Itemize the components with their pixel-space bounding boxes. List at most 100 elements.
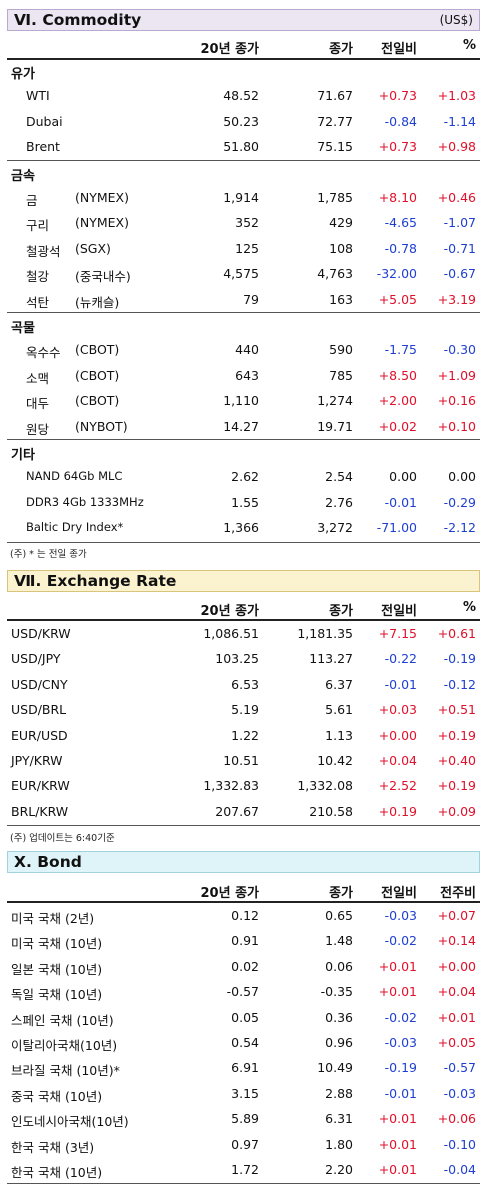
table-row: USD/KRW 1,086.51 1,181.35 +7.15 +0.61: [7, 621, 480, 646]
row-label: USD/BRL: [11, 702, 67, 718]
value-percent: +0.51: [437, 702, 476, 718]
column-header-3: 전일비: [381, 42, 417, 57]
table-row: NAND 64Gb MLC 2.62 2.54 0.00 0.00: [7, 464, 480, 489]
column-header: 20년 종가 종가 전일비%: [7, 595, 480, 621]
value-close: 113.27: [309, 651, 353, 667]
value-change: +0.04: [378, 753, 417, 768]
value-percent: +0.14: [437, 933, 476, 949]
value-change: +0.19: [378, 803, 417, 819]
table-row: 일본 국채 (10년) 0.02 0.06 +0.01 +0.00: [7, 954, 480, 979]
table-row: USD/BRL 5.19 5.61 +0.03 +0.51: [7, 697, 480, 722]
row-label: 대두: [26, 396, 50, 411]
row-label: BRL/KRW: [11, 803, 69, 819]
table-row: 금 (NYMEX) 1,914 1,785 +8.10 +0.46: [7, 185, 480, 210]
divider: [7, 159, 480, 161]
value-20y-close: 51.80: [223, 139, 259, 154]
row-label: 한국 국채 (10년): [11, 1165, 103, 1180]
value-percent: -2.12: [443, 520, 476, 535]
value-20y-close: 1,366: [223, 520, 259, 535]
value-percent: +0.61: [437, 626, 476, 641]
value-20y-close: 50.23: [223, 113, 259, 129]
value-percent: +0.00: [437, 958, 476, 974]
row-label: 철강: [26, 269, 50, 284]
value-change: -0.19: [384, 1060, 417, 1076]
value-percent: +0.40: [437, 753, 476, 768]
table-row: EUR/USD 1.22 1.13 +0.00 +0.19: [7, 723, 480, 748]
value-20y-close: 6.53: [231, 676, 259, 692]
value-close: 6.37: [325, 676, 353, 692]
value-percent: -0.04: [443, 1162, 476, 1177]
value-close: 2.20: [325, 1162, 353, 1177]
value-percent: -0.71: [443, 240, 476, 256]
value-20y-close: 643: [235, 367, 259, 383]
value-20y-close: 10.51: [223, 753, 259, 768]
value-percent: -0.10: [443, 1136, 476, 1152]
value-close: 1.80: [325, 1136, 353, 1152]
divider: [7, 541, 480, 543]
row-sublabel: (NYBOT): [75, 418, 128, 434]
value-20y-close: 1,110: [223, 393, 259, 408]
value-change: +8.10: [378, 189, 417, 205]
value-20y-close: 0.02: [231, 958, 259, 974]
value-close: 10.49: [317, 1060, 353, 1076]
value-percent: +1.09: [437, 367, 476, 383]
row-label: 스페인 국채 (10년): [11, 1012, 114, 1028]
row-label: 석탄: [26, 294, 50, 310]
table-row: 옥수수 (CBOT) 440 590 -1.75 -0.30: [7, 337, 480, 362]
value-20y-close: 440: [235, 342, 259, 357]
row-label: Brent: [26, 139, 60, 154]
value-change: +7.15: [378, 626, 417, 641]
value-20y-close: 1.72: [231, 1162, 259, 1177]
value-close: 0.36: [325, 1009, 353, 1025]
value-percent: +0.06: [437, 1111, 476, 1127]
value-percent: +0.19: [437, 778, 476, 794]
value-percent: -0.03: [443, 1085, 476, 1101]
divider: [7, 825, 480, 827]
row-label: 미국 국채 (10년): [11, 936, 103, 952]
table-row: 구리 (NYMEX) 352 429 -4.65 -1.07: [7, 210, 480, 235]
value-change: -0.02: [384, 933, 417, 949]
column-header-2: 종가: [329, 886, 353, 901]
table-row: JPY/KRW 10.51 10.42 +0.04 +0.40: [7, 748, 480, 773]
value-close: 71.67: [317, 88, 353, 103]
row-label: DDR3 4Gb 1333MHz: [26, 494, 144, 509]
value-close: 0.06: [325, 958, 353, 974]
column-header-3: 전일비: [381, 604, 417, 619]
value-20y-close: 0.97: [231, 1136, 259, 1152]
group-name: 곡물: [11, 321, 35, 336]
row-label: USD/JPY: [11, 651, 61, 667]
group-name: 유가: [11, 67, 35, 82]
value-percent: +0.98: [437, 139, 476, 154]
column-header-1: 20년 종가: [200, 886, 260, 901]
value-percent: +0.46: [437, 189, 476, 205]
value-close: 6.31: [325, 1111, 353, 1127]
value-20y-close: 1,332.83: [203, 778, 259, 794]
row-label: 한국 국채 (3년): [11, 1139, 95, 1155]
value-change: +2.52: [378, 778, 417, 794]
value-close: 10.42: [317, 753, 353, 768]
value-percent: +0.07: [437, 908, 476, 923]
group-name: 금속: [11, 168, 35, 184]
exchange-section-header: Ⅶ. Exchange Rate: [7, 570, 480, 592]
row-label: 중국 국채 (10년): [11, 1088, 103, 1104]
value-change: +0.02: [378, 418, 417, 434]
value-change: -0.01: [384, 1085, 417, 1101]
row-label: 브라질 국채 (10년)*: [11, 1063, 120, 1079]
value-change: +0.01: [378, 984, 417, 1000]
value-close: 75.15: [317, 139, 353, 154]
row-label: EUR/USD: [11, 727, 68, 743]
divider: [7, 439, 480, 440]
value-20y-close: 0.12: [231, 908, 259, 923]
value-percent: +1.03: [437, 88, 476, 103]
section-title: Ⅵ. Commodity: [14, 11, 142, 29]
section-title: Ⅶ. Exchange Rate: [14, 572, 177, 590]
table-row: 미국 국채 (2년) 0.12 0.65 -0.03 +0.07: [7, 903, 480, 928]
row-label: JPY/KRW: [11, 753, 63, 768]
table-row: 이탈리아국채(10년) 0.54 0.96 -0.03 +0.05: [7, 1030, 480, 1055]
row-sublabel: (CBOT): [75, 342, 120, 357]
value-percent: -0.30: [443, 342, 476, 357]
value-close: 4,763: [317, 266, 353, 281]
row-label: 옥수수: [26, 345, 61, 360]
group-name: 기타: [11, 448, 35, 463]
table-row: 독일 국채 (10년) -0.57 -0.35 +0.01 +0.04: [7, 979, 480, 1004]
